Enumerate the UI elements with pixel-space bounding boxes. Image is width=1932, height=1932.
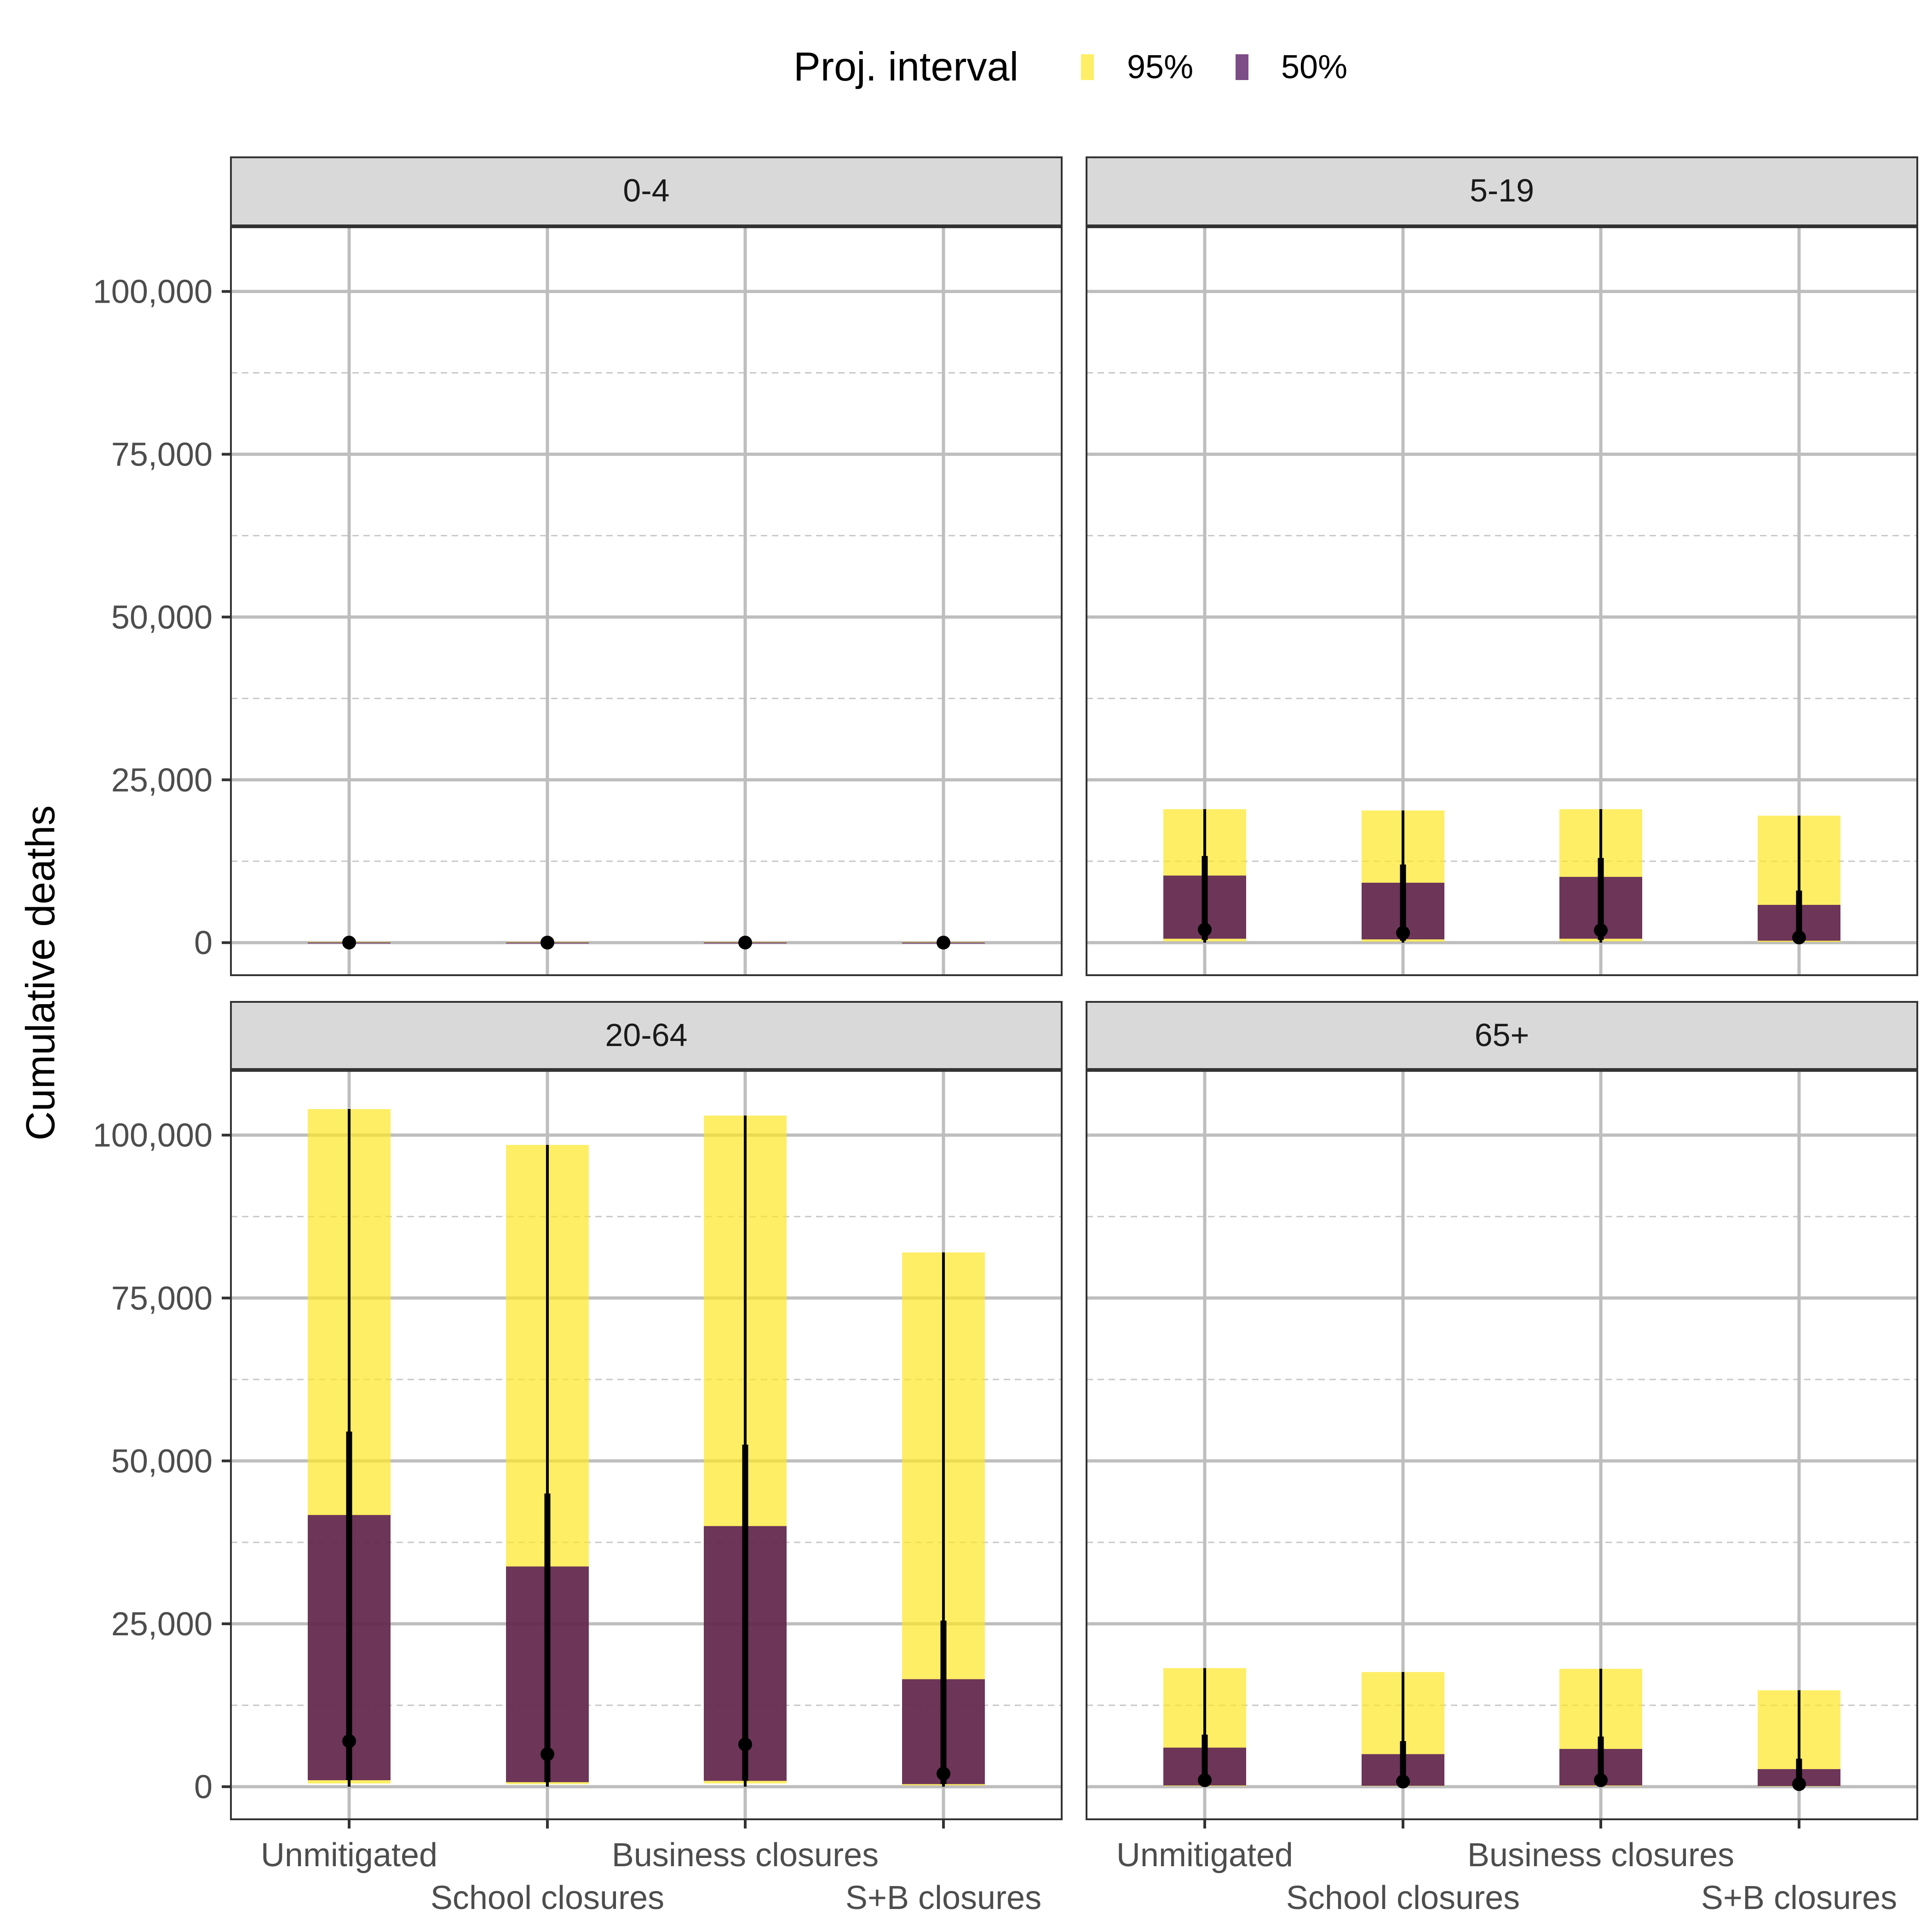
legend-key-50 <box>1236 54 1248 80</box>
legend-key-95 <box>1081 54 1094 80</box>
x-tick-label: Unmitigated <box>261 1837 437 1874</box>
panel-20-64: 20-64 0 25,000 50,000 75,000 100,000 Unmitigat… <box>93 1001 1063 1916</box>
strip-label-20-64: 20-64 <box>605 1017 687 1053</box>
strip-label-0-4: 0-4 <box>623 172 669 208</box>
median-point-business-closures <box>1594 1773 1608 1788</box>
y-tick-label: 0 <box>194 925 213 961</box>
median-point-school-closures <box>540 936 554 950</box>
x-tick-label: Business closures <box>1467 1837 1734 1874</box>
median-point-unmitigated <box>342 1734 356 1748</box>
y-tick-label: 50,000 <box>111 1443 213 1480</box>
y-tick-label: 25,000 <box>111 762 213 799</box>
median-point-unmitigated <box>1198 922 1212 937</box>
x-tick-label: Business closures <box>612 1837 879 1874</box>
y-tick-label: 50,000 <box>111 599 213 636</box>
median-point-business-closures <box>738 1737 752 1752</box>
y-tick-label: 100,000 <box>93 274 213 310</box>
y-tick-label: 100,000 <box>93 1117 213 1154</box>
x-tick-label: Unmitigated <box>1116 1837 1293 1874</box>
median-point-unmitigated <box>342 936 356 950</box>
median-point-s-b-closures <box>1792 1777 1806 1791</box>
median-point-school-closures <box>1396 1774 1410 1788</box>
panel-65+: 65+ Unmitigated School closures Business cl… <box>1086 1001 1918 1916</box>
median-point-business-closures <box>1594 923 1608 937</box>
strip-label-5-19: 5-19 <box>1470 172 1534 208</box>
legend-label-95: 95% <box>1127 49 1193 86</box>
strip-background <box>1086 1001 1918 1071</box>
legend-title: Proj. interval <box>794 44 1018 89</box>
x-tick-label: S+B closures <box>845 1880 1041 1916</box>
y-tick-label: 75,000 <box>111 436 213 473</box>
panel-0-4: 0-4 0 25,000 50,000 75,000 100,000 <box>93 156 1063 976</box>
panel-5-19: 5-19 <box>1086 156 1918 976</box>
legend: Proj. interval 95% 50% <box>794 44 1347 89</box>
median-point-s-b-closures <box>937 1766 950 1781</box>
y-tick-label: 0 <box>194 1769 213 1806</box>
strip-background <box>230 156 1063 227</box>
median-point-business-closures <box>738 936 752 950</box>
strip-background <box>230 1001 1063 1071</box>
y-axis-title: Cumulative deaths <box>17 805 63 1141</box>
median-point-school-closures <box>1396 926 1410 940</box>
x-tick-label: School closures <box>431 1880 664 1916</box>
x-tick-label: S+B closures <box>1701 1880 1897 1916</box>
facet-panels: 0-4025,00050,00075,000100,0005-1920-6402… <box>93 156 1918 1916</box>
median-point-s-b-closures <box>937 936 950 950</box>
x-tick-label: School closures <box>1286 1880 1520 1916</box>
strip-label-65+: 65+ <box>1475 1017 1530 1053</box>
y-tick-label: 25,000 <box>111 1606 213 1643</box>
median-point-unmitigated <box>1198 1773 1212 1788</box>
y-tick-label: 75,000 <box>111 1280 213 1317</box>
panel-background <box>231 226 1062 975</box>
legend-label-50: 50% <box>1281 49 1347 86</box>
median-point-school-closures <box>540 1747 554 1761</box>
median-point-s-b-closures <box>1792 930 1806 944</box>
